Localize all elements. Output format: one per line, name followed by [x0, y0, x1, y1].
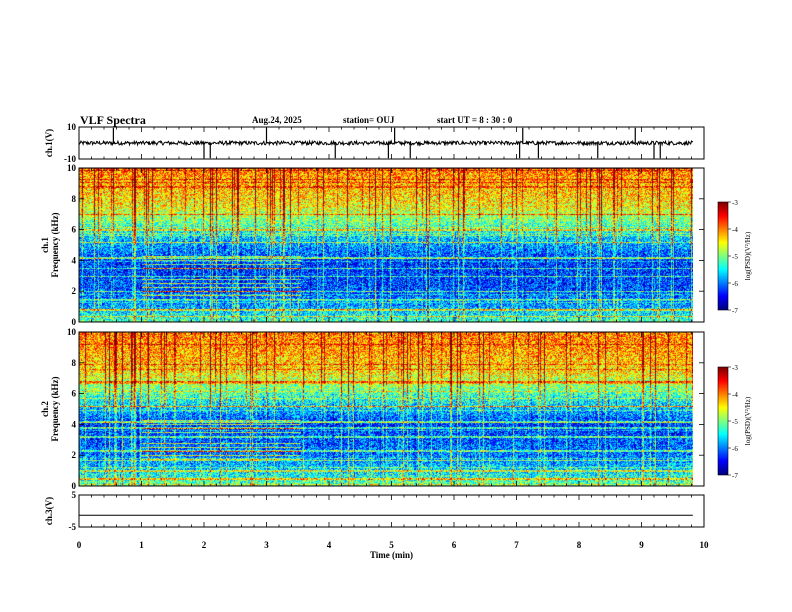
ch2-spectrogram-y-tick-label: 8	[72, 358, 77, 368]
ch1-waveform-trace	[78, 139, 694, 147]
ch2-colorbar-tick-label: -3	[732, 364, 738, 372]
ch2-colorbar-tick-label: -5	[732, 418, 738, 426]
ch2-colorbar-label: log(PSD)(V²/Hz)	[744, 396, 752, 445]
ch2-spectrogram-y-tick-label: 6	[72, 389, 77, 399]
ch1-colorbar-tick-label: -5	[732, 253, 738, 261]
station-label: station= OUJ	[343, 115, 395, 125]
ch1-colorbar-label: log(PSD)(V²/Hz)	[744, 231, 752, 280]
ch1-spectrogram	[79, 168, 693, 322]
ch1-spectrogram-y-tick-label: 0	[72, 317, 77, 327]
ch1-colorbar-tick-label: -3	[732, 199, 738, 207]
ch2-spectrogram-y-tick-label: 10	[67, 327, 77, 337]
chart-title: VLF Spectra	[80, 113, 146, 127]
ch1-colorbar-tick-label: -7	[732, 307, 738, 315]
ch1-waveform-ylabel: ch.1(V)	[44, 129, 54, 157]
x-axis-label: Time (min)	[370, 550, 413, 560]
ch3-waveform-y-tick-label: 5	[72, 490, 77, 500]
ch1-spectrogram-y-tick-label: 8	[72, 194, 77, 204]
x-tick-label: 7	[514, 540, 519, 550]
ch2-spectrogram-ylabel-b: Frequency (kHz)	[50, 376, 60, 441]
ch2-spectrogram	[79, 332, 693, 486]
ch2-spectrogram-y-tick-label: 2	[72, 450, 77, 460]
ch1-colorbar-tick-label: -4	[732, 226, 738, 234]
date-label: Aug.24, 2025	[252, 115, 302, 125]
x-tick-label: 6	[452, 540, 457, 550]
x-tick-label: 4	[327, 540, 332, 550]
ch2-colorbar	[718, 367, 728, 475]
ch1-spectrogram-ylabel-b: Frequency (kHz)	[50, 212, 60, 277]
ch2-spectrogram-y-tick-label: 4	[72, 419, 77, 429]
x-tick-label: 10	[700, 540, 710, 550]
x-tick-label: 1	[139, 540, 144, 550]
ch1-spectrogram-y-tick-label: 2	[72, 286, 77, 296]
ch1-spectrogram-y-tick-label: 4	[72, 255, 77, 265]
ch1-spectrogram-y-tick-label: 10	[67, 163, 77, 173]
ch2-colorbar-tick-label: -6	[732, 445, 738, 453]
x-tick-label: 0	[77, 540, 82, 550]
ch2-spectrogram-ylabel-a: ch.2	[40, 401, 50, 417]
start-time-label: start UT = 8 : 30 : 0	[437, 115, 513, 125]
ch2-spectrogram-blank	[693, 332, 704, 486]
ch2-colorbar-tick-label: -7	[732, 472, 738, 480]
ch3-waveform-y-tick-label: -5	[69, 522, 77, 532]
ch1-waveform-y-tick-label: -10	[64, 154, 76, 164]
ch1-colorbar	[718, 202, 728, 310]
x-tick-label: 9	[639, 540, 644, 550]
ch1-spectrogram-y-tick-label: 6	[72, 225, 77, 235]
x-tick-label: 5	[389, 540, 394, 550]
ch3-waveform-ylabel: ch.3(V)	[44, 497, 54, 525]
x-tick-label: 3	[264, 540, 269, 550]
ch1-spectrogram-ylabel-a: ch.1	[40, 237, 50, 253]
ch1-colorbar-tick-label: -6	[732, 280, 738, 288]
ch2-spectrogram-y-tick-label: 0	[72, 481, 77, 491]
x-tick-label: 2	[202, 540, 207, 550]
ch1-waveform-y-tick-label: 10	[67, 122, 77, 132]
ch1-spectrogram-blank	[693, 168, 704, 322]
ch2-colorbar-tick-label: -4	[732, 391, 738, 399]
x-tick-label: 8	[577, 540, 582, 550]
